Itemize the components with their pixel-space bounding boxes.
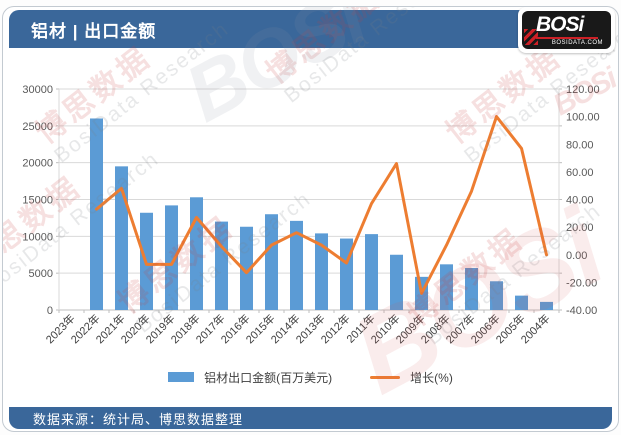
y-axis-label-right: 120.00 [566,84,600,96]
legend-line-swatch [370,375,401,379]
y-axis-label-right: 80.00 [566,139,594,151]
bar-2015年 [265,214,278,310]
y-axis-label-right: 20.00 [566,222,594,234]
legend-line-label: 增长(%) [410,370,453,385]
bosi-logo-plate: BOSi BOSIDATA.COM [522,11,611,49]
growth-line [95,115,548,295]
y-axis-label-right: 0.00 [566,250,587,262]
y-axis-label-right: 100.00 [566,112,600,124]
y-axis-label-left: 30000 [22,84,53,96]
y-axis-label-left: 15000 [22,195,53,207]
page-title: 铝材 | 出口金额 [31,21,157,41]
report-card: 铝材 | 出口金额 BOSi BOSIDATA.COM 0 5000 10000 15… [2,6,619,432]
bar-2010年 [390,254,403,310]
y-axis-label-left: 5000 [29,268,53,280]
data-source: 数据来源：统计局、博思数据整理 [33,411,244,427]
y-axis-label-right: -20.00 [566,277,597,289]
logo-underline [536,37,598,39]
y-axis-label-left: 10000 [22,231,53,243]
y-axis-label-left: 25000 [22,121,53,133]
y-axis-label-right: -40.00 [566,305,597,317]
bar-2005年 [515,295,528,310]
bar-2006年 [490,281,503,310]
bar-2018年 [190,197,203,310]
logo-stripes-icon [524,29,538,45]
y-axis-label-left: 20000 [22,158,53,170]
y-axis-label-left: 0 [47,305,53,317]
bar-2007年 [465,268,478,310]
chart-canvas: 0 5000 10000 15000 20000 25000 30000 -40.00 -20.… [22,84,600,346]
legend-bar-label: 铝材出口金额(百万美元) [204,370,333,385]
footer-bar: 数据来源：统计局、博思数据整理 [9,407,612,429]
y-axis-label-right: 60.00 [566,167,594,179]
legend-bar-swatch [168,372,195,382]
legend: 铝材出口金额(百万美元) 增长(%) [3,367,618,387]
logo-text: BOSi [536,13,584,36]
bar-2008年 [440,264,453,310]
logo-subtext: BOSIDATA.COM [551,40,603,46]
bar-2013年 [315,233,328,310]
bar-2004年 [540,301,553,310]
y-axis-label-right: 40.00 [566,195,594,207]
header-bar: 铝材 | 出口金额 [9,10,612,48]
bar-2016年 [240,226,253,310]
bar-2019年 [165,205,178,310]
bosi-logo: BOSi BOSIDATA.COM [518,7,615,53]
bar-2022年 [90,118,103,310]
bar-2017年 [215,221,228,310]
bar-2014年 [290,220,303,310]
bar-2011年 [365,234,378,310]
